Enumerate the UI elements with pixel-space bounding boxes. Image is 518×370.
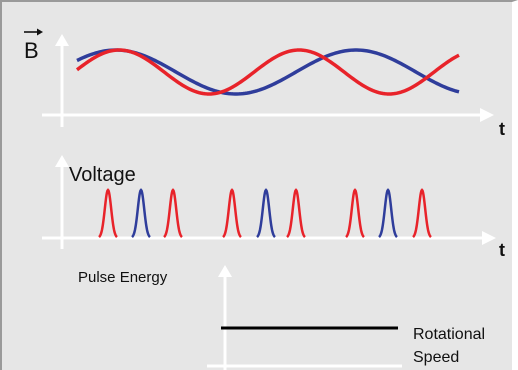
panel-b-field: B t xyxy=(24,28,505,139)
voltage-y-axis-arrow xyxy=(55,155,69,167)
voltage-pulse-red xyxy=(163,188,183,238)
b-wave-red xyxy=(75,48,460,96)
panel-pulse-energy: Pulse Energy Rotational Speed xyxy=(78,265,485,370)
b-x-axis-arrow xyxy=(480,108,494,122)
speed-label-line2: Speed xyxy=(413,349,459,366)
panel-voltage: Voltage t xyxy=(42,155,505,260)
b-time-label: t xyxy=(499,119,505,139)
voltage-x-axis-arrow xyxy=(482,231,496,245)
voltage-time-label: t xyxy=(499,240,505,260)
b-y-axis-arrow xyxy=(55,34,69,46)
voltage-pulse-blue xyxy=(131,188,151,238)
b-wave-blue xyxy=(76,48,460,96)
voltage-pulse-red xyxy=(222,188,242,238)
voltage-pulses xyxy=(98,188,432,238)
b-axis-label: B xyxy=(24,38,39,63)
energy-axis-label: Pulse Energy xyxy=(78,269,168,286)
voltage-pulse-red xyxy=(412,188,432,238)
voltage-pulse-blue xyxy=(256,188,276,238)
energy-y-axis-arrow xyxy=(218,265,232,277)
voltage-pulse-red xyxy=(98,188,118,238)
voltage-pulse-red xyxy=(286,188,306,238)
speed-label-line1: Rotational xyxy=(413,326,485,343)
voltage-pulse-blue xyxy=(378,188,398,238)
voltage-pulse-red xyxy=(345,188,365,238)
vector-arrowhead-icon xyxy=(37,28,43,36)
voltage-axis-label: Voltage xyxy=(69,164,136,186)
